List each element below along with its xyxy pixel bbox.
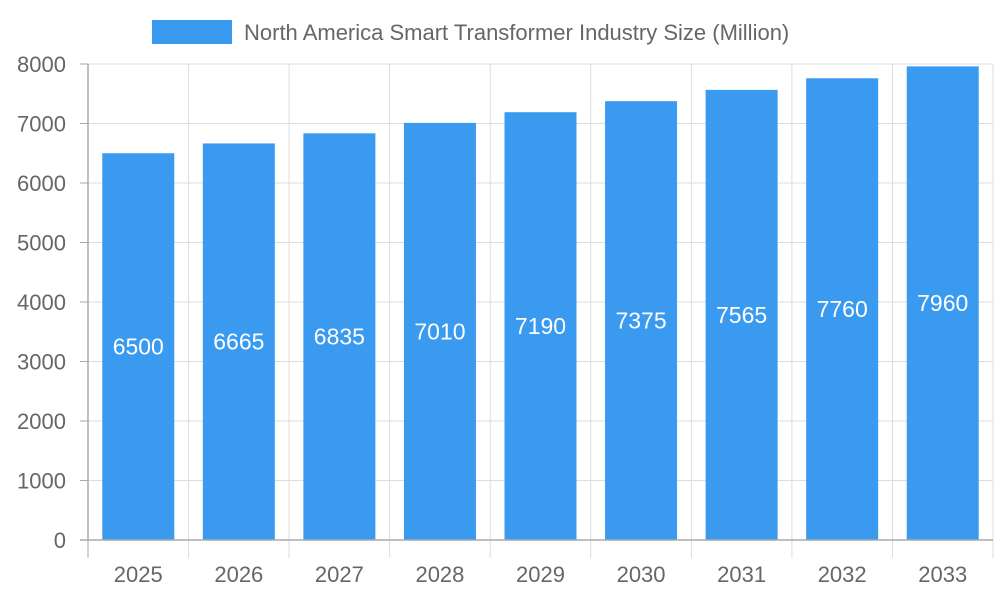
data-label: 7190 [515,313,566,339]
data-label: 6665 [213,329,264,355]
data-label: 7565 [716,302,767,328]
data-label: 6500 [113,334,164,360]
data-label: 7375 [615,308,666,334]
bar [605,101,678,540]
y-tick-label: 8000 [17,52,66,77]
bar [102,153,175,540]
bar [202,143,275,540]
bar [806,78,879,540]
y-tick-label: 5000 [17,231,66,256]
y-tick-label: 1000 [17,469,66,494]
data-label: 7010 [414,318,465,344]
x-tick-label: 2026 [214,562,263,587]
bar [705,89,778,540]
x-tick-label: 2031 [717,562,766,587]
bar [303,133,376,540]
y-tick-label: 7000 [17,112,66,137]
data-label: 7760 [817,296,868,322]
bars: 6500 6665 6835 7010 7190 7375 7565 7760 7960 [102,66,979,540]
y-tick-label: 0 [54,528,66,553]
x-tick-label: 2030 [617,562,666,587]
x-tick-label: 2025 [114,562,163,587]
x-tick-label: 2033 [918,562,967,587]
y-tick-label: 3000 [17,350,66,375]
y-tick-label: 4000 [17,290,66,315]
legend[interactable]: North America Smart Transformer Industry… [152,20,789,45]
x-tick-label: 2028 [415,562,464,587]
legend-label: North America Smart Transformer Industry… [244,20,789,45]
x-tick-label: 2029 [516,562,565,587]
axes: 0 1000 2000 3000 4000 5000 6000 7000 8000 2025 202… [17,52,994,587]
bar [906,66,979,540]
legend-swatch [152,20,232,44]
bar [403,122,476,540]
x-tick-label: 2032 [818,562,867,587]
bar [504,112,577,540]
data-label: 6835 [314,324,365,350]
x-tick-label: 2027 [315,562,364,587]
y-tick-label: 2000 [17,409,66,434]
y-tick-label: 6000 [17,171,66,196]
data-label: 7960 [917,290,968,316]
